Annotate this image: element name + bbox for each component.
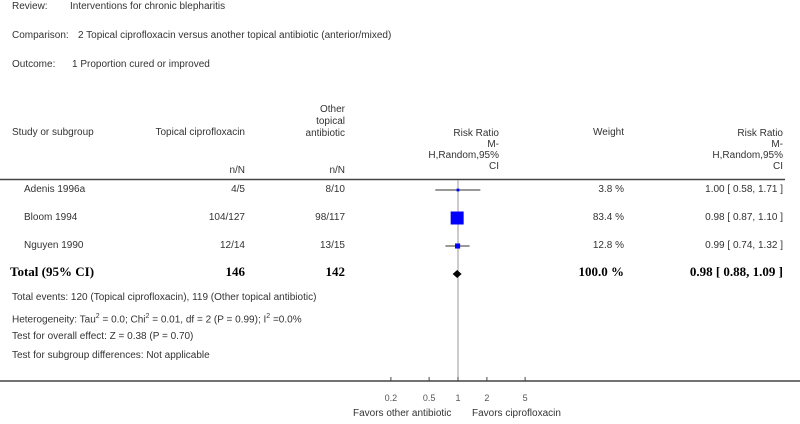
total-weight: 100.0 % [578, 264, 625, 279]
study-risk-ratio: 1.00 [ 0.58, 1.71 ] [705, 184, 783, 195]
favors-left-label: Favors other antibiotic [353, 408, 452, 419]
outcome-label: Outcome: [12, 59, 56, 70]
study-name: Nguyen 1990 [24, 240, 84, 251]
header-rr-plot: Risk Ratio M- H,Random,95% CI [428, 128, 499, 172]
comparison-line: Comparison: 2 Topical ciprofloxacin versu… [12, 30, 391, 42]
tick-label: 0.5 [423, 393, 436, 403]
group2-events: 13/15 [319, 240, 345, 251]
study-risk-ratio: 0.99 [ 0.74, 1.32 ] [705, 240, 783, 251]
pooled-diamond [452, 270, 462, 278]
study-risk-ratio: 0.98 [ 0.87, 1.10 ] [705, 212, 783, 223]
favors-right-label: Favors ciprofloxacin [472, 408, 561, 419]
header-rr: Risk Ratio M- H,Random,95% CI [712, 128, 783, 172]
study-weight: 83.4 % [592, 212, 624, 223]
total-risk-ratio: 0.98 [ 0.88, 1.09 ] [689, 264, 783, 279]
review-label: Review: [12, 1, 48, 12]
study-weight: 12.8 % [592, 240, 624, 251]
study-marker [450, 211, 464, 225]
header-group1: Topical ciprofloxacin [155, 127, 246, 138]
header-line: M- [771, 139, 783, 150]
outcome-line: Outcome: 1 Proportion cured or improved [12, 59, 210, 71]
tick-label: 0.2 [385, 393, 398, 403]
fn-part: = 0.01, df = 2 (P = 0.99); I [149, 314, 267, 326]
header-line: Risk Ratio [737, 128, 783, 139]
group2-events: 98/117 [315, 212, 345, 223]
fn-part: =0.0% [270, 314, 302, 326]
header-line: H,Random,95% [712, 150, 783, 161]
header-line: CI [489, 161, 499, 172]
total-group2: 142 [325, 264, 346, 279]
study-weight: 3.8 % [598, 184, 624, 195]
tick-label: 2 [484, 393, 489, 403]
header-group2-line: antibiotic [305, 128, 345, 139]
review-line: Review: Interventions for chronic blephar… [12, 1, 225, 13]
header-line: CI [773, 161, 783, 172]
study-name: Bloom 1994 [24, 212, 78, 223]
footnote-heterogeneity: Heterogeneity: Tau2 = 0.0; Chi2 = 0.01, … [12, 313, 302, 326]
comparison-label: Comparison: [12, 30, 69, 41]
total-label: Total (95% CI) [10, 264, 95, 279]
footnote-events: Total events: 120 (Topical ciprofloxacin… [12, 292, 317, 303]
header-line: H,Random,95% [428, 150, 499, 161]
header-nn2: n/N [329, 165, 345, 176]
group2-events: 8/10 [325, 184, 345, 195]
tick-label: 5 [523, 393, 528, 403]
header-weight: Weight [593, 127, 624, 138]
review-title: Interventions for chronic blepharitis [70, 1, 226, 12]
study-marker [455, 243, 461, 249]
footnote-subgroup: Test for subgroup differences: Not appli… [12, 350, 210, 361]
header-group2-line: Other [319, 104, 345, 115]
comparison-title: 2 Topical ciprofloxacin versus another t… [78, 30, 392, 41]
header-line: Risk Ratio [453, 128, 499, 139]
fn-part: = 0.0; Chi [99, 314, 146, 326]
header-group2: Other topical antibiotic [306, 104, 345, 140]
tick-label: 1 [455, 393, 460, 403]
footnote-overall-effect: Test for overall effect: Z = 0.38 (P = 0… [12, 331, 194, 342]
header-nn1: n/N [229, 165, 245, 176]
study-name: Adenis 1996a [24, 184, 86, 195]
study-marker [456, 188, 460, 192]
total-group1: 146 [225, 264, 246, 279]
group1-events: 12/14 [219, 240, 245, 251]
header-group2-line: topical [316, 116, 345, 127]
header-line: M- [487, 139, 499, 150]
header-study: Study or subgroup [12, 127, 94, 138]
group1-events: 4/5 [231, 184, 245, 195]
group1-events: 104/127 [208, 212, 245, 223]
fn-part: Heterogeneity: Tau [12, 314, 96, 326]
outcome-title: 1 Proportion cured or improved [72, 59, 210, 70]
